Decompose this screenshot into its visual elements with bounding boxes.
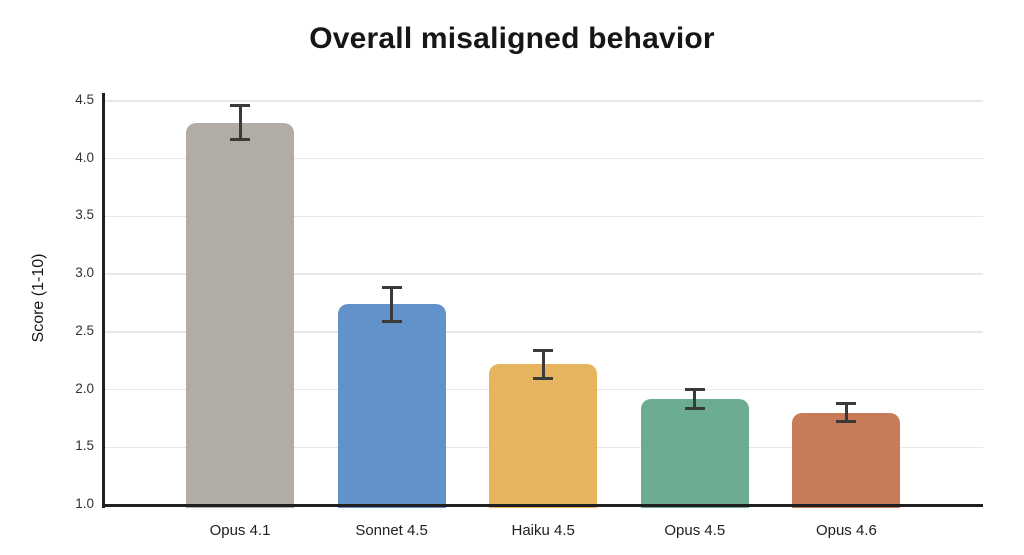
gridline-2.5 — [103, 331, 983, 333]
bar-opus-4-6 — [792, 412, 901, 508]
bar-opus-4-5 — [640, 398, 749, 508]
x-tick-label: Opus 4.6 — [815, 522, 877, 539]
error-bar — [390, 287, 394, 322]
x-tick-label: Opus 4.5 — [664, 522, 726, 539]
y-axis-line — [101, 93, 105, 508]
bar-opus-4-1 — [186, 122, 294, 508]
error-bar-cap-bottom — [533, 376, 554, 380]
y-tick-label: 3.5 — [75, 207, 94, 223]
bar-haiku-4-5 — [489, 364, 598, 508]
gridline-4.5 — [103, 100, 983, 102]
gridline-3.0 — [103, 273, 983, 275]
y-tick-label: 4.5 — [75, 91, 94, 107]
x-axis-line — [101, 504, 983, 507]
gridline-4.0 — [103, 157, 983, 160]
error-bar — [693, 389, 697, 409]
error-bar-cap-bottom — [684, 406, 705, 410]
error-bar-cap-bottom — [836, 420, 857, 424]
y-tick-label: 4.0 — [75, 149, 94, 165]
y-tick-label: 2.5 — [75, 322, 94, 338]
x-tick-label: Haiku 4.5 — [511, 522, 575, 539]
error-bar-cap-bottom — [381, 319, 402, 323]
chart-title: Overall misaligned behavior — [309, 22, 715, 55]
y-tick-label: 1.5 — [75, 438, 94, 454]
error-bar-cap-bottom — [230, 137, 250, 141]
x-tick-label: Opus 4.1 — [209, 522, 271, 539]
error-bar-cap-top — [836, 401, 857, 405]
bar-sonnet-4-5 — [337, 304, 446, 508]
error-bar — [541, 350, 545, 379]
error-bar-cap-top — [230, 104, 250, 108]
error-bar-cap-top — [684, 388, 705, 392]
error-bar — [238, 105, 242, 140]
error-bar-cap-top — [533, 348, 554, 352]
y-tick-label: 3.0 — [75, 265, 94, 281]
error-bar-cap-top — [381, 286, 402, 290]
y-tick-label: 2.0 — [75, 380, 94, 396]
gridline-3.5 — [103, 215, 983, 218]
x-tick-label: Sonnet 4.5 — [355, 522, 428, 539]
y-tick-label: 1.0 — [75, 496, 94, 511]
error-bar — [844, 403, 848, 422]
